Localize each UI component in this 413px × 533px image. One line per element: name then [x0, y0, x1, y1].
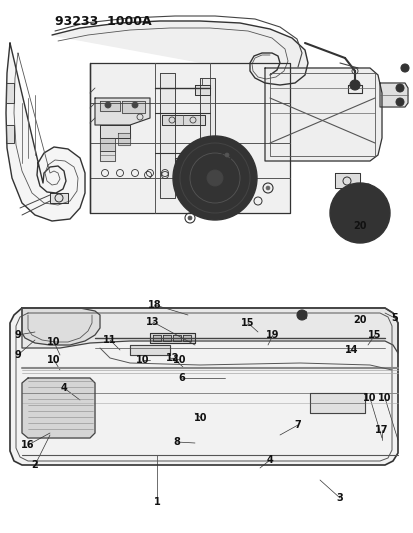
Text: 15: 15 — [241, 318, 254, 328]
Text: 13: 13 — [146, 317, 159, 327]
Text: 10: 10 — [136, 355, 150, 365]
Text: 3: 3 — [336, 493, 342, 503]
Polygon shape — [264, 68, 381, 161]
Circle shape — [188, 216, 192, 220]
Text: 1: 1 — [153, 497, 160, 507]
Polygon shape — [118, 133, 130, 145]
Polygon shape — [347, 85, 361, 93]
Text: 10: 10 — [362, 393, 376, 403]
Polygon shape — [100, 138, 115, 151]
Text: 9: 9 — [14, 330, 21, 340]
Circle shape — [224, 153, 228, 157]
Polygon shape — [100, 101, 120, 111]
Text: 14: 14 — [344, 345, 358, 355]
Circle shape — [395, 98, 403, 106]
Circle shape — [296, 310, 306, 320]
Text: 19: 19 — [266, 330, 279, 340]
Text: 10: 10 — [47, 355, 61, 365]
Circle shape — [329, 183, 389, 243]
Text: 16: 16 — [21, 440, 35, 450]
Text: 4: 4 — [266, 455, 273, 465]
Polygon shape — [163, 335, 171, 341]
Polygon shape — [297, 311, 305, 318]
Text: 20: 20 — [352, 315, 366, 325]
Polygon shape — [341, 209, 371, 218]
Text: 8: 8 — [173, 437, 180, 447]
Text: 15: 15 — [367, 330, 381, 340]
Polygon shape — [100, 151, 115, 161]
Circle shape — [349, 80, 359, 90]
Polygon shape — [122, 101, 145, 113]
Polygon shape — [10, 308, 397, 465]
Polygon shape — [183, 335, 190, 341]
Polygon shape — [6, 43, 85, 221]
Polygon shape — [309, 393, 364, 413]
Circle shape — [173, 136, 256, 220]
Polygon shape — [50, 193, 68, 203]
Text: 17: 17 — [374, 425, 388, 435]
Polygon shape — [130, 345, 170, 355]
Polygon shape — [22, 308, 397, 353]
Text: 20: 20 — [352, 221, 366, 231]
Text: 10: 10 — [173, 355, 186, 365]
Circle shape — [206, 170, 223, 186]
Text: 18: 18 — [148, 300, 161, 310]
Text: 11: 11 — [103, 335, 116, 345]
Text: 6: 6 — [178, 373, 185, 383]
Polygon shape — [100, 125, 130, 138]
Polygon shape — [52, 21, 307, 85]
Polygon shape — [95, 98, 150, 125]
Text: 7: 7 — [294, 420, 301, 430]
Polygon shape — [22, 378, 95, 438]
Text: 10: 10 — [377, 393, 391, 403]
Polygon shape — [159, 73, 175, 198]
Polygon shape — [161, 115, 204, 125]
Polygon shape — [6, 83, 14, 103]
Polygon shape — [90, 63, 289, 213]
Polygon shape — [6, 125, 14, 143]
Text: 10: 10 — [194, 413, 207, 423]
Circle shape — [105, 102, 111, 108]
Text: 4: 4 — [60, 383, 67, 393]
Polygon shape — [199, 78, 214, 193]
Polygon shape — [190, 163, 209, 213]
Polygon shape — [195, 85, 209, 95]
Polygon shape — [334, 173, 359, 188]
Text: 9: 9 — [14, 350, 21, 360]
Text: 12: 12 — [166, 353, 179, 363]
Text: 5: 5 — [391, 313, 397, 323]
Polygon shape — [173, 335, 180, 341]
Text: 93233  1000A: 93233 1000A — [55, 15, 151, 28]
Circle shape — [266, 186, 269, 190]
Polygon shape — [150, 333, 195, 343]
Polygon shape — [22, 308, 100, 345]
Polygon shape — [153, 335, 161, 341]
Text: 10: 10 — [47, 337, 61, 347]
Polygon shape — [379, 83, 407, 107]
Text: 2: 2 — [31, 460, 38, 470]
Polygon shape — [175, 158, 192, 173]
Circle shape — [400, 64, 408, 72]
Circle shape — [132, 102, 138, 108]
Circle shape — [395, 84, 403, 92]
